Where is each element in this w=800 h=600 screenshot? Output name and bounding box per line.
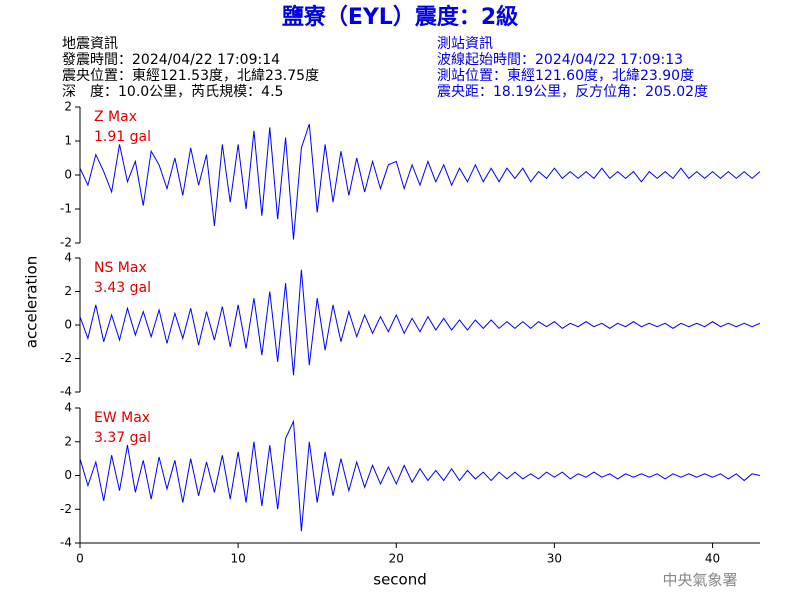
y-tick-label: -4 bbox=[60, 536, 72, 550]
y-tick-label: -2 bbox=[60, 502, 72, 516]
y-tick-label: 4 bbox=[64, 401, 72, 415]
header-info: 深 度：10.0公里，芮氏規模：4.5 bbox=[62, 83, 283, 100]
y-tick-label: -1 bbox=[60, 202, 72, 216]
y-tick-label: 0 bbox=[64, 468, 72, 482]
max-annotation: Z Max bbox=[94, 109, 137, 125]
max-annotation: EW Max bbox=[94, 410, 150, 426]
x-tick-label: 30 bbox=[547, 552, 562, 566]
max-annotation: 3.37 gal bbox=[94, 430, 151, 446]
y-tick-label: 1 bbox=[64, 134, 72, 148]
y-tick-label: 2 bbox=[64, 100, 72, 114]
header-info: 測站位置：東經121.60度，北緯23.90度 bbox=[437, 68, 694, 84]
x-tick-label: 0 bbox=[76, 552, 84, 566]
y-tick-label: -2 bbox=[60, 351, 72, 365]
x-tick-label: 40 bbox=[705, 552, 720, 566]
credit: 中央氣象署 bbox=[662, 571, 737, 589]
header-info: 發震時間：2024/04/22 17:09:14 bbox=[62, 52, 280, 68]
header-info: 波線起始時間：2024/04/22 17:09:13 bbox=[437, 52, 683, 68]
waveform bbox=[79, 269, 761, 376]
max-annotation: NS Max bbox=[94, 260, 147, 276]
header-info: 測站資訊 bbox=[437, 36, 493, 52]
chart-title: 鹽寮（EYL）震度：2級 bbox=[282, 4, 518, 30]
header-info: 震央位置：東經121.53度，北緯23.75度 bbox=[62, 68, 319, 84]
y-tick-label: 0 bbox=[64, 168, 72, 182]
y-tick-label: 4 bbox=[64, 251, 72, 265]
y-tick-label: 2 bbox=[64, 434, 72, 448]
max-annotation: 1.91 gal bbox=[94, 129, 151, 145]
y-tick-label: 2 bbox=[64, 284, 72, 298]
x-tick-label: 10 bbox=[230, 552, 245, 566]
x-axis-label: second bbox=[373, 571, 427, 589]
waveform bbox=[79, 419, 761, 532]
max-annotation: 3.43 gal bbox=[94, 280, 151, 296]
x-tick-label: 20 bbox=[389, 552, 404, 566]
header-info: 地震資訊 bbox=[62, 36, 118, 52]
y-axis-label: acceleration bbox=[23, 256, 41, 348]
y-tick-label: 0 bbox=[64, 318, 72, 332]
y-tick-label: -4 bbox=[60, 385, 72, 399]
y-tick-label: -2 bbox=[60, 236, 72, 250]
waveform bbox=[79, 123, 761, 240]
header-info: 震央距：18.19公里，反方位角：205.02度 bbox=[437, 84, 708, 100]
